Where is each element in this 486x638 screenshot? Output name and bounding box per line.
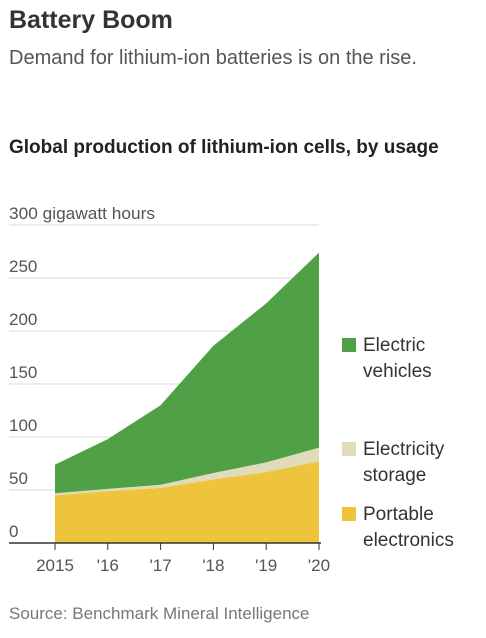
x-tick-label: '19 xyxy=(255,556,277,575)
area-group xyxy=(55,252,319,543)
x-tick-label: '16 xyxy=(97,556,119,575)
legend-swatch-electricity-storage xyxy=(342,442,356,456)
y-tick-label: 150 xyxy=(9,363,37,382)
y-tick-label: 50 xyxy=(9,469,28,488)
legend-label-electricity-storage: Electricity storage xyxy=(363,439,445,486)
y-tick-label: 250 xyxy=(9,257,37,276)
y-tick-label: 100 xyxy=(9,416,37,435)
legend-swatch-portable-electronics xyxy=(342,507,356,521)
area-portable-electronics xyxy=(55,461,319,543)
legend-swatch-electric-vehicles xyxy=(342,338,356,352)
stacked-area-chart: 0 50 100 150 200 250 300 gigawatt hours 2015 '16… xyxy=(9,204,330,575)
dek: Demand for lithium-ion batteries is on t… xyxy=(9,47,417,69)
headline: Battery Boom xyxy=(9,6,173,34)
y-tick-labels: 0 50 100 150 200 250 300 gigawatt hours xyxy=(9,204,155,541)
legend-label-portable-electronics: Portable electronics xyxy=(363,504,454,551)
x-tick-label: '20 xyxy=(308,556,330,575)
y-axis-unit-label: 300 gigawatt hours xyxy=(9,204,155,223)
y-tick-label: 0 xyxy=(9,522,18,541)
area-electric-vehicles xyxy=(55,252,319,494)
x-tick-label: 2015 xyxy=(36,556,74,575)
x-tick-label: '18 xyxy=(202,556,224,575)
source-note: Source: Benchmark Mineral Intelligence xyxy=(9,604,310,623)
y-tick-label: 200 xyxy=(9,310,37,329)
chart-title: Global production of lithium-ion cells, … xyxy=(9,137,439,158)
x-tick-label: '17 xyxy=(150,556,172,575)
legend-label-electric-vehicles: Electric vehicles xyxy=(363,335,432,382)
area-electricity-storage xyxy=(55,447,319,496)
